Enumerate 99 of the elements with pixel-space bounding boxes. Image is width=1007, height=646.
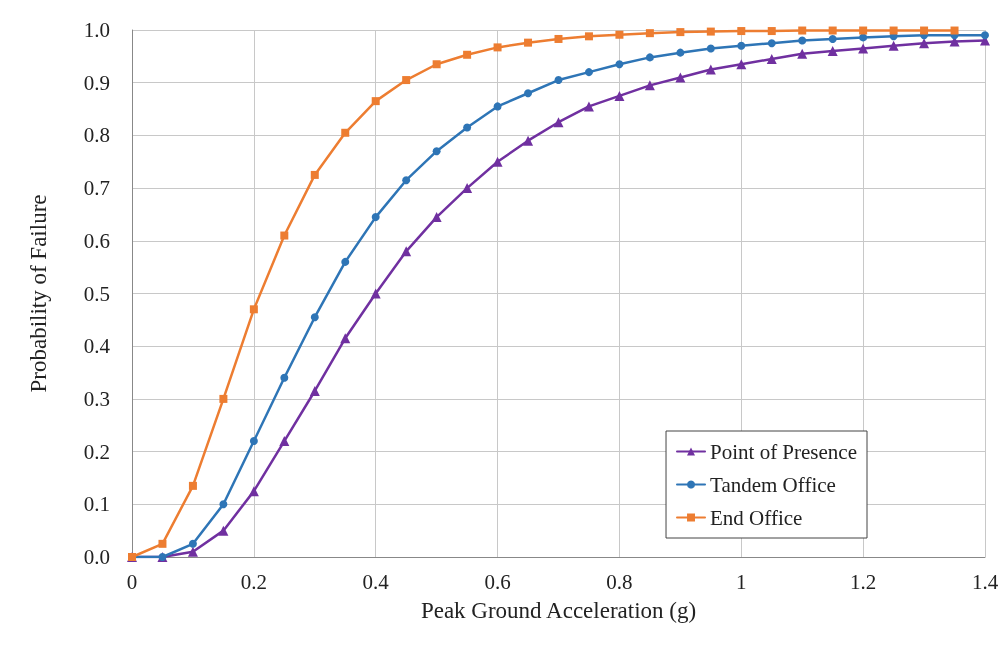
x-tick-label: 0.4 [362, 569, 390, 594]
point [188, 481, 197, 490]
point [310, 170, 319, 179]
point [705, 64, 716, 75]
y-tick-label: 0.2 [83, 439, 110, 464]
point [798, 26, 807, 35]
point [737, 41, 746, 50]
x-tick-label: 1 [736, 569, 747, 594]
point [583, 101, 594, 112]
point [371, 213, 380, 222]
point [280, 231, 289, 240]
point [706, 27, 715, 36]
y-tick-label: 0.8 [83, 123, 110, 148]
legend-label: Point of Presence [710, 439, 858, 464]
point [493, 43, 502, 52]
point [889, 26, 898, 35]
point [524, 89, 533, 98]
point [219, 500, 228, 509]
point [492, 156, 503, 167]
x-tick-label: 1.2 [850, 569, 877, 594]
point [858, 43, 869, 54]
point [158, 539, 167, 548]
point [981, 31, 989, 40]
point [310, 313, 319, 322]
legend-label: Tandem Office [710, 472, 836, 497]
point [828, 34, 837, 43]
point [341, 257, 350, 266]
point [432, 147, 441, 156]
legend-label: End Office [710, 505, 803, 530]
point [463, 50, 472, 59]
point [493, 102, 502, 111]
x-axis-title: Peak Ground Acceleration (g) [420, 598, 697, 623]
point [766, 53, 777, 64]
point [859, 26, 868, 35]
point [371, 97, 380, 106]
point [950, 26, 959, 35]
point [279, 436, 290, 447]
point [554, 76, 563, 85]
y-axis-title: Probability of Failure [26, 194, 51, 393]
point [248, 486, 259, 497]
x-tick-label: 0 [126, 569, 138, 594]
y-tick-label: 0.6 [83, 228, 110, 253]
point [553, 117, 564, 128]
point [798, 36, 807, 45]
point [919, 38, 930, 49]
point [737, 27, 746, 36]
x-tick-label: 1.4 [971, 569, 999, 594]
y-tick-label: 1.0 [83, 18, 110, 42]
x-tick-label: 0.6 [484, 569, 511, 594]
point [827, 46, 838, 57]
point [219, 394, 228, 403]
point [524, 38, 533, 47]
y-tick-label: 0.0 [83, 545, 110, 569]
point [645, 29, 654, 38]
point [676, 28, 685, 37]
y-tick-label: 0.5 [83, 281, 110, 306]
point [615, 60, 624, 69]
y-tick-label: 0.4 [83, 334, 111, 359]
point [614, 90, 625, 101]
point [432, 60, 441, 69]
point [828, 26, 837, 35]
point [615, 30, 624, 39]
point [280, 373, 289, 382]
point [187, 546, 198, 557]
point [584, 32, 593, 41]
point [888, 40, 899, 51]
point [463, 123, 472, 132]
point [554, 34, 563, 43]
point [188, 539, 197, 548]
point [402, 76, 411, 85]
x-tick-label: 0.2 [240, 569, 267, 594]
point [370, 288, 381, 299]
point [706, 44, 715, 53]
point [431, 212, 442, 223]
y-tick-label: 0.3 [83, 386, 110, 411]
point [249, 305, 258, 314]
point [584, 68, 593, 77]
point [920, 26, 929, 35]
point [767, 27, 776, 36]
point [401, 246, 412, 257]
y-tick-label: 0.9 [83, 70, 110, 95]
point [249, 437, 258, 446]
x-tick-label: 0.8 [606, 569, 633, 594]
point [523, 135, 534, 146]
point [402, 176, 411, 185]
point [462, 183, 473, 194]
point [341, 128, 350, 137]
point [644, 80, 655, 91]
point [736, 59, 747, 70]
point [675, 72, 686, 83]
point [676, 48, 685, 57]
point [797, 48, 808, 59]
point [309, 385, 320, 396]
y-tick-label: 0.1 [83, 492, 110, 517]
point [218, 525, 229, 536]
y-tick-label: 0.7 [83, 176, 110, 201]
point [767, 39, 776, 48]
point [645, 53, 654, 62]
point [340, 333, 351, 344]
